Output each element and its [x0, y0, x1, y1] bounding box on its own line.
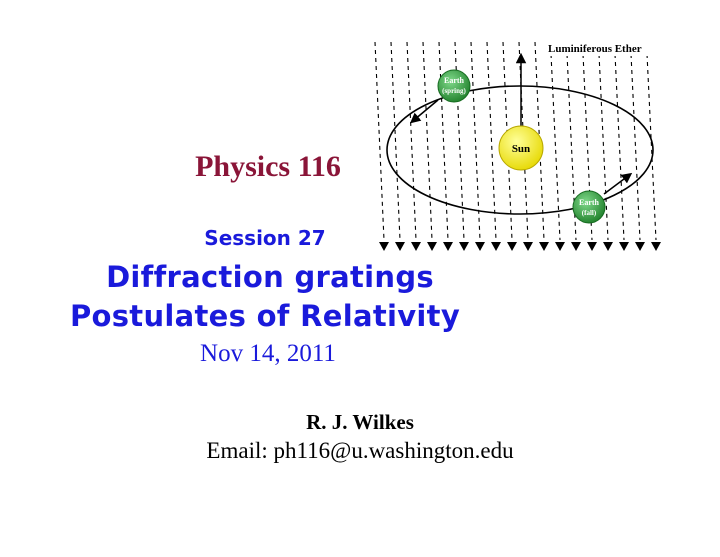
author-email: Email: ph116@u.washington.edu [206, 438, 514, 463]
earth-spring-season: (spring) [442, 87, 466, 95]
sun-icon [498, 125, 544, 171]
diagram-title: Luminiferous Ether [548, 43, 642, 55]
course-title: Physics 116 [195, 150, 341, 183]
sun-label: Sun [512, 143, 530, 155]
earth-fall-label: Earth [579, 198, 600, 207]
ether-arrowheads [379, 242, 661, 251]
earth-fall-motion-arrow [603, 172, 633, 195]
earth-fall-season: (fall) [582, 209, 597, 217]
topic-postulates-of-relativity: Postulates of Relativity [69, 299, 461, 333]
earth-orbit [386, 85, 654, 215]
earth-fall-icon [572, 190, 606, 224]
session-label: Session 27 [204, 226, 326, 250]
topic-diffraction-gratings: Diffraction gratings [106, 260, 434, 294]
author-name: R. J. Wilkes [306, 410, 414, 434]
earth-spring-icon [437, 69, 471, 103]
lecture-date: Nov 14, 2011 [200, 340, 336, 367]
earth-spring-label: Earth [444, 76, 465, 85]
luminiferous-ether-diagram: Luminiferous Ether Sun Earth (spring) Ea… [374, 38, 670, 251]
earth-spring-motion-arrow [409, 99, 439, 124]
